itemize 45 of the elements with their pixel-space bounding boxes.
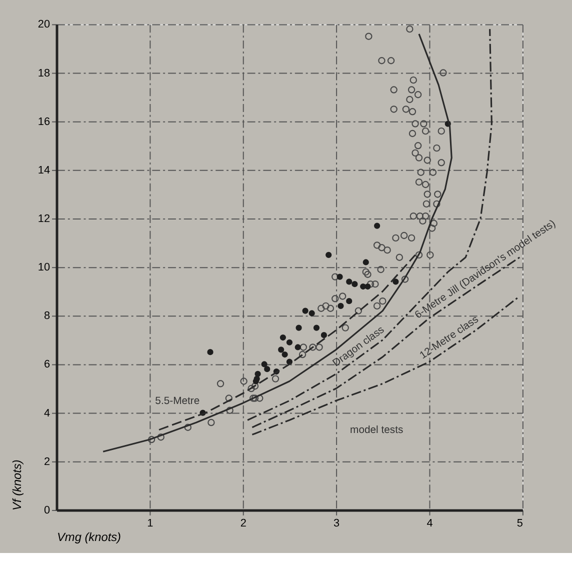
y-tick-label: 6 xyxy=(44,358,50,371)
point xyxy=(261,361,268,368)
point xyxy=(352,281,358,288)
y-tick-label: 0 xyxy=(44,504,50,516)
point xyxy=(336,274,343,280)
point xyxy=(362,259,369,266)
point xyxy=(313,324,320,331)
point xyxy=(302,308,308,314)
point xyxy=(320,332,328,338)
y-tick-label: 12 xyxy=(38,212,50,225)
y-tick-label: 8 xyxy=(44,310,50,322)
point xyxy=(254,370,261,377)
x-tick-label: 4 xyxy=(426,517,433,530)
y-tick-label: 20 xyxy=(38,18,50,31)
point xyxy=(294,344,301,350)
point xyxy=(364,283,371,290)
y-tick-label: 18 xyxy=(38,67,50,80)
annotation: model tests xyxy=(350,424,404,436)
point xyxy=(282,351,288,358)
y-tick-label: 10 xyxy=(38,262,50,274)
point xyxy=(392,278,399,285)
y-tick-label: 4 xyxy=(44,407,50,420)
point xyxy=(374,222,380,229)
line-series xyxy=(251,295,520,436)
y-axis-title: Vf (knots) xyxy=(10,460,24,510)
point xyxy=(346,298,352,304)
y-tick-label: 16 xyxy=(38,116,50,128)
series-label: 5.5-Metre xyxy=(155,396,200,407)
point xyxy=(264,366,270,372)
x-axis-title: Vmg (knots) xyxy=(57,530,122,544)
point xyxy=(296,324,302,331)
point xyxy=(280,334,286,341)
x-tick-label: 2 xyxy=(240,517,246,530)
x-tick-label: 5 xyxy=(516,517,523,530)
point xyxy=(207,349,214,356)
point xyxy=(308,310,315,316)
y-tick-label: 14 xyxy=(38,164,50,176)
point xyxy=(346,278,352,285)
point xyxy=(338,302,344,309)
point xyxy=(278,346,284,353)
point xyxy=(326,252,332,258)
x-tick-label: 1 xyxy=(147,517,154,530)
point xyxy=(286,339,293,346)
x-tick-label: 3 xyxy=(334,517,340,530)
y-tick-label: 2 xyxy=(44,456,50,468)
